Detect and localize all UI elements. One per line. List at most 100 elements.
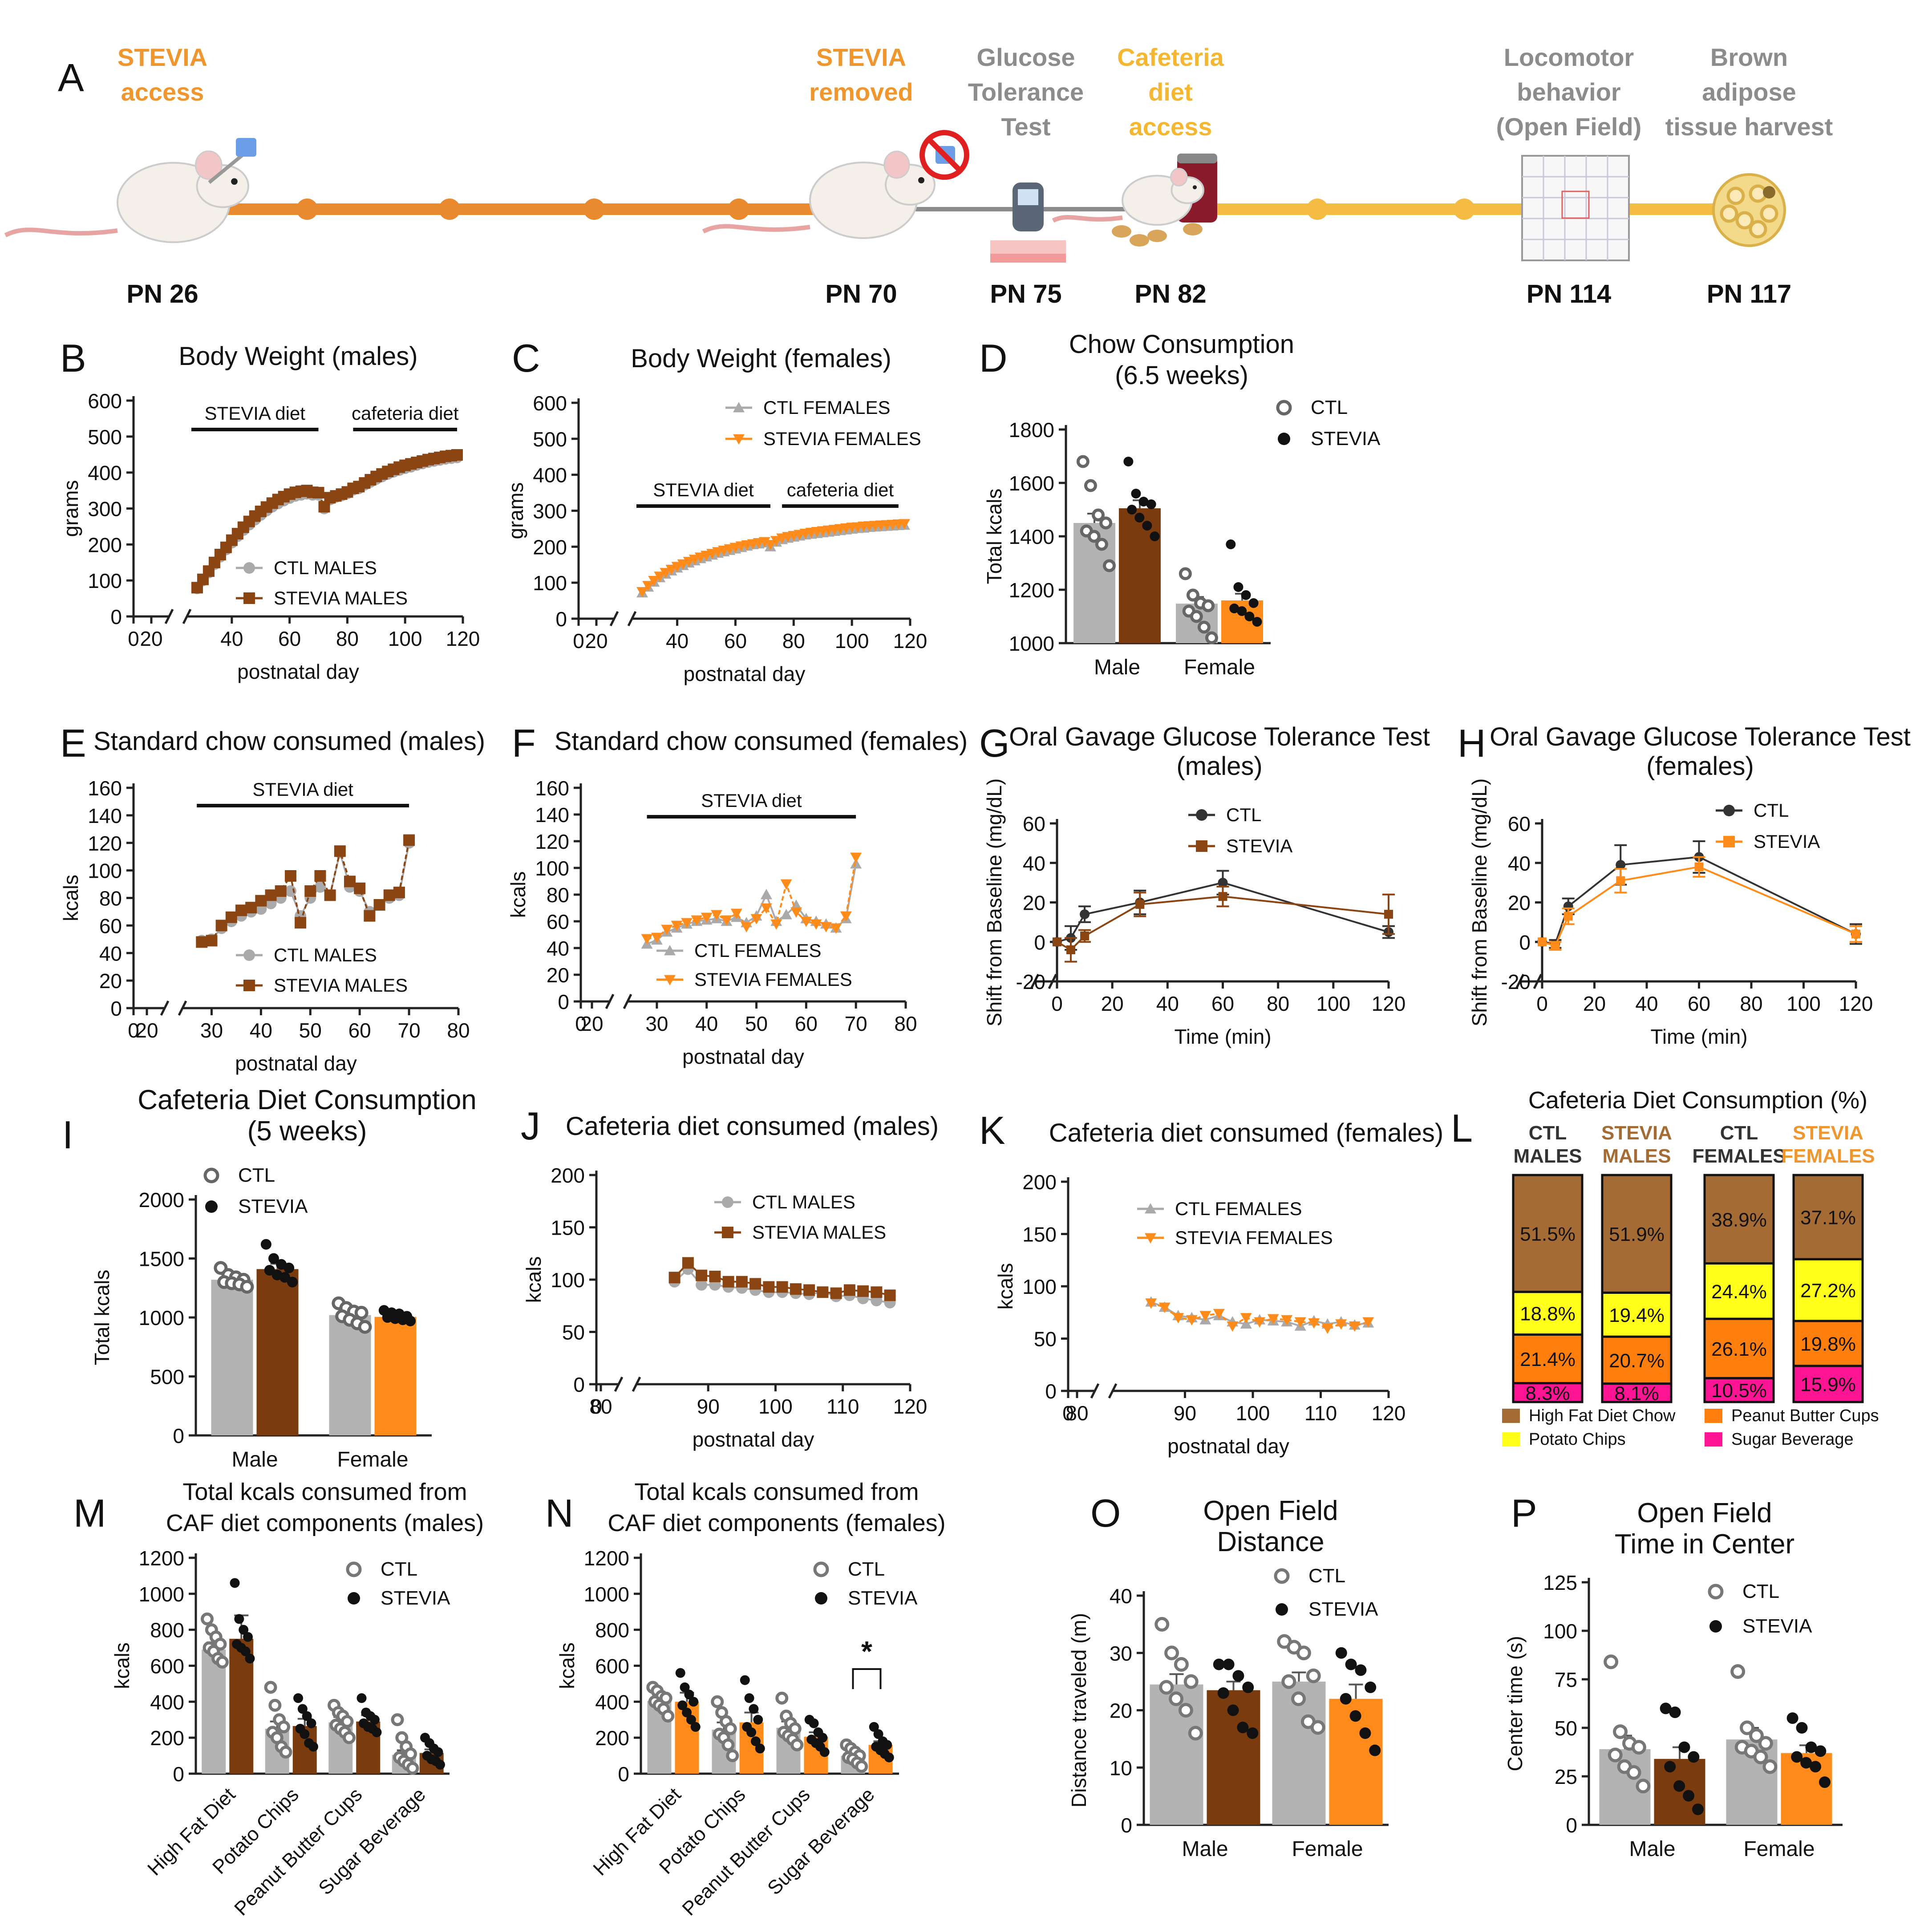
data-point (736, 1276, 748, 1288)
data-point (749, 1278, 761, 1290)
data-point (243, 1632, 253, 1642)
data-point (1134, 513, 1145, 523)
panel-letter: H (1458, 721, 1486, 765)
category-label: Female (1184, 656, 1255, 679)
legend-label: STEVIA FEMALES (763, 428, 921, 449)
category-label: Male (1094, 656, 1140, 679)
data-point (268, 1698, 282, 1712)
data-point (1563, 912, 1573, 921)
mouse-ear (194, 150, 223, 180)
data-point (790, 907, 802, 918)
data-point (1267, 1314, 1279, 1325)
legend-label: STEVIA MALES (274, 975, 408, 996)
data-point (682, 1257, 694, 1269)
segment-label: 51.9% (1609, 1224, 1665, 1245)
data-point (1213, 1658, 1225, 1670)
diet-period-label: STEVIA diet (252, 779, 353, 800)
data-point (342, 1731, 356, 1744)
data-point (1321, 1323, 1333, 1334)
mouse-icon (702, 150, 936, 239)
y-tick-label: 200 (1022, 1171, 1057, 1194)
legend-marker (243, 592, 255, 604)
x-tick-label: 30 (200, 1019, 223, 1042)
timeline-event-title: adipose (1702, 78, 1796, 106)
stacked-segment (1601, 1382, 1673, 1403)
y-tick-label: 20 (1110, 1699, 1132, 1722)
segment-label: 15.9% (1800, 1374, 1856, 1395)
bar (374, 1317, 417, 1435)
data-point (677, 1700, 688, 1710)
data-point (641, 934, 653, 944)
y-axis-label: grams (504, 482, 527, 539)
y-tick-label: 300 (88, 498, 122, 521)
legend-label: Peanut Butter Cups (1731, 1406, 1879, 1425)
timeline-pn-label: PN 82 (1134, 280, 1206, 308)
open-field-arena-icon (1521, 155, 1630, 261)
data-point (1604, 1654, 1619, 1670)
legend-marker (1274, 1568, 1290, 1584)
data-point (1636, 1779, 1651, 1794)
y-tick-label: 0 (1566, 1814, 1577, 1837)
data-point (293, 1693, 304, 1703)
data-point (1053, 937, 1061, 947)
x-axis-label: Time (min) (1174, 1025, 1271, 1048)
segment-label: 38.9% (1711, 1209, 1767, 1231)
data-point (775, 1691, 789, 1705)
data-point (1294, 1317, 1306, 1328)
data-point (882, 1740, 892, 1750)
data-point (1791, 1751, 1803, 1763)
data-point (1169, 1691, 1184, 1706)
x-tick-label: 40 (250, 1019, 272, 1042)
data-point (671, 920, 683, 931)
timeline-event-title: Brown (1710, 43, 1788, 71)
timeline-event-title: Test (1001, 113, 1051, 141)
data-point (1142, 521, 1152, 531)
y-tick-label: 500 (88, 426, 122, 449)
chart-title: Distance (1217, 1527, 1324, 1557)
data-point (295, 917, 307, 929)
axis-break (1090, 1383, 1100, 1399)
x-tick-label: 120 (1839, 992, 1873, 1015)
y-tick-label: 160 (88, 777, 122, 800)
data-point (661, 924, 673, 935)
data-point (850, 858, 862, 869)
category-label: Female (1743, 1837, 1815, 1861)
data-point (1538, 937, 1547, 947)
group-label: STEVIA (1793, 1122, 1863, 1144)
data-point (1626, 1765, 1641, 1780)
legend-marker (205, 1200, 218, 1213)
legend-label: CTL (1754, 800, 1789, 821)
data-point (780, 879, 792, 890)
group-label: CTL (1529, 1122, 1567, 1144)
stacked-segment (1703, 1174, 1775, 1265)
food-pellet (1130, 234, 1149, 247)
data-point (1355, 1664, 1367, 1676)
chart-title: (6.5 weeks) (1115, 361, 1248, 390)
y-tick-label: 25 (1555, 1765, 1577, 1788)
y-tick-label: 100 (88, 859, 122, 883)
timeline-event-title: STEVIA (117, 43, 207, 71)
y-tick-label: 40 (99, 942, 122, 965)
y-tick-label: 200 (533, 535, 567, 559)
timeline-pn-label: PN 117 (1707, 280, 1791, 308)
group-label: MALES (1514, 1145, 1582, 1167)
data-point (284, 870, 296, 882)
segment-label: 24.4% (1711, 1281, 1767, 1303)
x-tick-label: 0 (128, 627, 139, 650)
legend-label: STEVIA (238, 1196, 308, 1217)
data-point (260, 1239, 271, 1250)
data-point (680, 1682, 690, 1692)
y-tick-label: 100 (535, 857, 569, 880)
legend-label: CTL MALES (752, 1191, 855, 1212)
category-label: Male (231, 1448, 278, 1471)
y-axis-label: Total kcals (983, 489, 1006, 584)
data-point (684, 1690, 694, 1700)
axis-break (605, 993, 615, 1009)
legend-marker (722, 1196, 733, 1208)
legend-label: STEVIA (1754, 831, 1820, 852)
legend-marker (1723, 805, 1735, 816)
data-point (1186, 588, 1199, 602)
data-point (790, 900, 802, 910)
y-tick-label: 400 (595, 1690, 629, 1714)
data-point (405, 1315, 416, 1326)
